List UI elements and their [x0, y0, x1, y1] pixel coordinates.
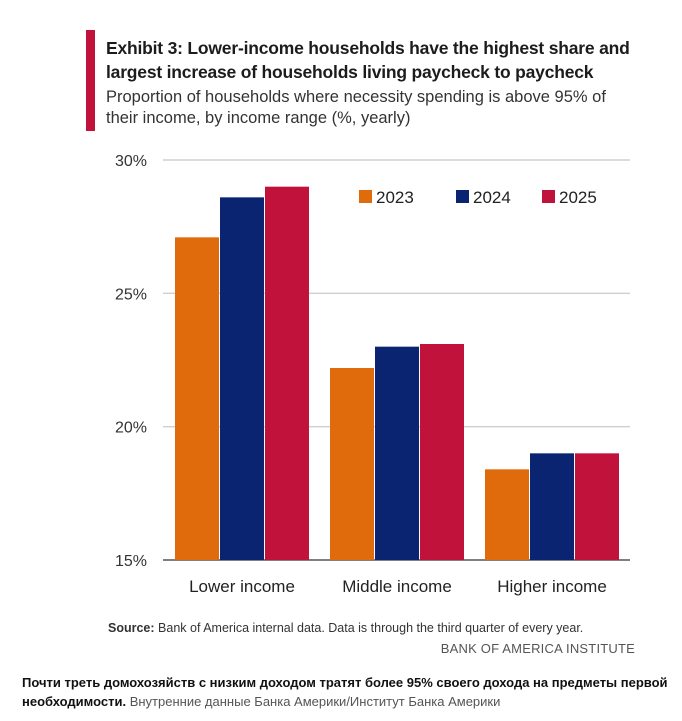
bar-2024-lower-income	[220, 197, 264, 561]
bar-2024-middle-income	[375, 346, 419, 560]
bar-chart: 15% 20% 25% 30% Lower income Middle income Hig…	[115, 153, 630, 596]
y-tick-label: 20%	[115, 420, 147, 437]
legend-label-2024: 2024	[473, 188, 511, 207]
chart-subtitle: Proportion of households where necessity…	[106, 88, 606, 127]
bar-2025-lower-income	[265, 186, 309, 560]
brand-label: BANK OF AMERICA INSTITUTE	[440, 641, 635, 656]
legend-label-2025: 2025	[559, 188, 597, 207]
legend-swatch-2025	[542, 190, 555, 203]
x-tick-label: Higher income	[497, 577, 607, 596]
caption-credit: Внутренние данные Банка Америки/Институт…	[129, 694, 501, 709]
x-tick-label: Middle income	[342, 577, 452, 596]
chart-title: Exhibit 3: Lower-income households have …	[106, 38, 630, 82]
title-accent-bar	[86, 30, 95, 131]
bar-2025-middle-income	[420, 344, 464, 560]
bar-2025-higher-income	[575, 453, 619, 560]
source-text: Bank of America internal data. Data is t…	[158, 621, 584, 635]
bar-2023-lower-income	[175, 237, 219, 561]
bar-2023-middle-income	[330, 368, 374, 560]
y-tick-label: 15%	[115, 553, 147, 570]
y-tick-label: 30%	[115, 153, 147, 170]
source-label: Source:	[108, 621, 155, 635]
image-caption: Почти треть домохозяйств с низким доходо…	[22, 673, 672, 711]
x-tick-label: Lower income	[189, 577, 295, 596]
source-note: Source: Bank of America internal data. D…	[108, 621, 583, 635]
legend-label-2023: 2023	[376, 188, 414, 207]
bar-2024-higher-income	[530, 453, 574, 560]
legend-swatch-2024	[456, 190, 469, 203]
caption-main: Почти треть домохозяйств с низким доходо…	[22, 675, 668, 709]
y-tick-label: 25%	[115, 286, 147, 303]
legend-swatch-2023	[359, 190, 372, 203]
bar-2023-higher-income	[485, 469, 529, 560]
